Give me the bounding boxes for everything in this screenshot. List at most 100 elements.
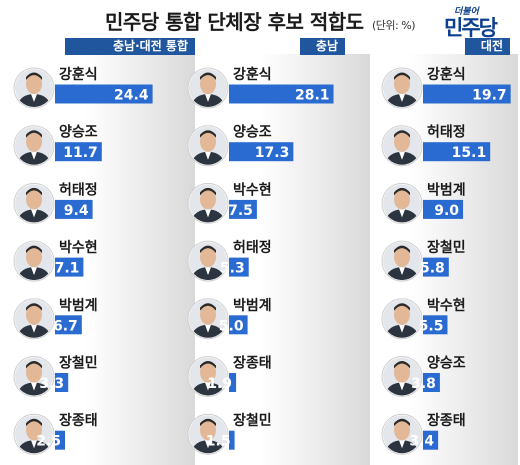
candidate-name: 허태정 [59, 181, 98, 198]
photo-shirt [31, 382, 37, 391]
photo-face [394, 189, 410, 210]
photo-shirt [399, 209, 405, 218]
photo-content [15, 126, 53, 165]
photo-hair [394, 303, 410, 311]
bar-3-5 [423, 315, 448, 335]
photo-shirt [399, 382, 405, 391]
column-bg-2 [260, 54, 370, 465]
photo-hair [200, 245, 216, 254]
candidate-photo [187, 67, 229, 109]
candidate-name: 장종태 [59, 412, 98, 429]
photo-content [383, 299, 421, 338]
photo-hair [394, 245, 410, 254]
photo-content [189, 242, 227, 281]
candidate-name: 장철민 [59, 355, 98, 372]
photo-shirt [399, 151, 405, 160]
photo-face [26, 189, 42, 210]
photo-content [383, 415, 421, 454]
photo-hair [200, 72, 216, 80]
candidate-photo [13, 298, 55, 340]
panel-3: 강훈식 19.7 허태정 15.1 박범계 9.0 장철민 5.8 박수현 5.5 양승조 3.8 장종… [381, 66, 511, 455]
photo-face [200, 420, 216, 441]
column-header-2-label: 충남 [315, 39, 338, 53]
candidate-photo [381, 413, 423, 455]
photo-shirt [31, 324, 37, 333]
photo-content [189, 357, 227, 396]
photo-content [383, 69, 421, 107]
panel-1: 강훈식 24.4 양승조 11.7 허태정 9.4 박수현 7.1 박범계 6.7 장철민 3.3 장종… [13, 66, 153, 455]
photo-shirt [399, 324, 405, 333]
photo-shirt [205, 151, 211, 160]
candidate-name: 박범계 [233, 297, 272, 314]
candidate-photo [381, 298, 423, 340]
bar-3-7 [423, 430, 439, 450]
candidate-photo [187, 125, 229, 167]
candidate-photo [187, 356, 229, 397]
value-label: 5.3 [220, 261, 245, 277]
photo-hair [394, 361, 410, 369]
candidate-name: 장철민 [233, 412, 272, 429]
bar-3-3 [423, 199, 464, 219]
candidate-name: 양승조 [427, 356, 466, 372]
photo-hair [200, 418, 216, 427]
candidate-photo [187, 298, 229, 340]
value-label: 9.4 [64, 203, 89, 219]
column-header-3-label: 대전 [480, 39, 503, 53]
bar-2-7 [229, 430, 235, 450]
candidate-photo [187, 240, 229, 282]
candidate-name: 장종태 [427, 412, 466, 429]
photo-face [394, 420, 410, 441]
photo-face [200, 247, 216, 268]
candidate-name: 장철민 [427, 239, 466, 256]
photo-face [200, 189, 216, 210]
value-label: 5.0 [219, 318, 244, 334]
candidate-name: 박수현 [233, 181, 272, 198]
candidate-photo [187, 182, 229, 224]
candidate-name: 장종태 [233, 355, 272, 372]
photo-hair [200, 303, 216, 311]
value-label: 19.7 [472, 88, 507, 104]
photo-content [189, 184, 227, 223]
photo-shirt [205, 209, 211, 218]
photo-hair [394, 418, 410, 427]
value-label: 3.4 [409, 434, 434, 450]
bar-1-3 [55, 199, 93, 219]
candidate-photo [13, 356, 55, 397]
candidate-name: 허태정 [427, 124, 466, 141]
photo-face [26, 247, 42, 268]
column-header-1-label: 충남·대전 통합 [113, 39, 188, 53]
candidate-name: 양승조 [59, 125, 98, 141]
candidate-name: 허태정 [233, 239, 272, 256]
photo-shirt [205, 267, 211, 276]
bar-2-1 [229, 84, 334, 104]
photo-shirt [31, 209, 37, 218]
photo-hair [394, 130, 410, 138]
photo-content [383, 242, 421, 281]
photo-face [200, 74, 216, 94]
bar-1-7 [55, 430, 65, 450]
photo-face [394, 304, 410, 325]
photo-content [15, 299, 53, 338]
value-label: 11.7 [63, 145, 98, 161]
photo-face [200, 131, 216, 152]
bar-2-6 [229, 373, 237, 392]
column-header-1: 충남·대전 통합 [65, 38, 195, 55]
photo-content [189, 69, 227, 107]
photo-content [15, 69, 53, 107]
photo-hair [200, 187, 216, 196]
photo-hair [394, 72, 410, 80]
photo-face [26, 74, 42, 94]
value-label: 24.4 [114, 88, 149, 104]
column-header-2: 충남 [300, 38, 345, 55]
candidate-photo [13, 240, 55, 282]
column-bg-1 [85, 54, 195, 465]
value-label: 6.7 [53, 318, 78, 334]
value-label: 17.3 [255, 145, 290, 161]
photo-content [15, 184, 53, 223]
photo-shirt [399, 94, 405, 102]
candidate-photo [13, 67, 55, 109]
photo-face [26, 304, 42, 325]
unit-label: (단위: %) [372, 19, 415, 32]
photo-face [394, 362, 410, 383]
